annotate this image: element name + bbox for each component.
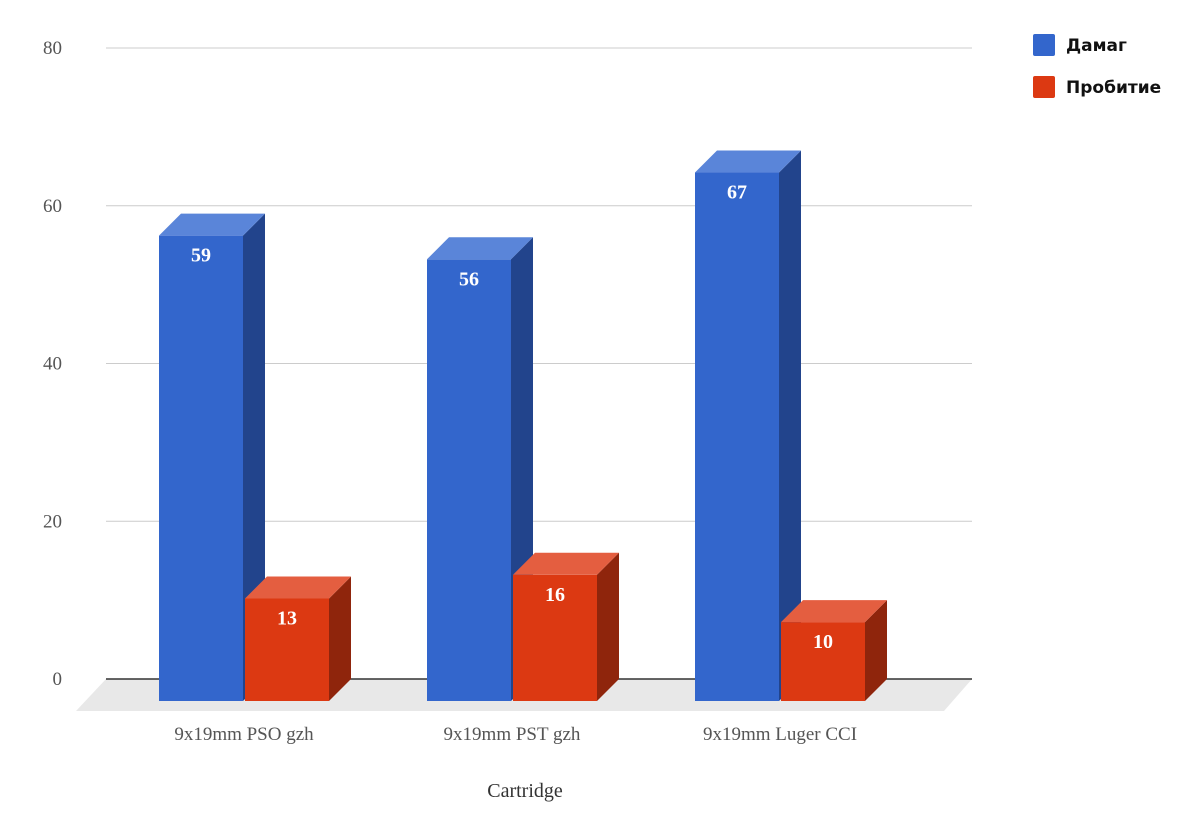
bar-side xyxy=(329,576,351,701)
bar-top xyxy=(427,237,533,260)
y-axis-tick-labels: 0 20 40 60 80 xyxy=(43,38,62,690)
y-tick-label: 40 xyxy=(43,354,62,375)
data-label: 13 xyxy=(277,607,297,629)
bar-front xyxy=(245,598,329,701)
bar-front xyxy=(781,622,865,701)
legend-label: Пробитие xyxy=(1066,78,1161,98)
bar-side xyxy=(597,552,619,701)
bar-front xyxy=(427,259,511,701)
data-label: 56 xyxy=(459,268,479,290)
bar-side xyxy=(779,150,801,702)
bar-front xyxy=(159,235,243,701)
data-label: 10 xyxy=(813,631,833,653)
legend-swatch xyxy=(1033,34,1055,56)
data-label: 67 xyxy=(727,182,747,204)
bar-side xyxy=(243,213,265,701)
bar-penetration: 16 xyxy=(513,552,619,701)
legend-swatch xyxy=(1033,76,1055,98)
bar-damage: 67 xyxy=(695,150,801,702)
x-tick-label: 9x19mm PSO gzh xyxy=(174,724,314,745)
bar-top xyxy=(159,213,265,236)
y-tick-label: 20 xyxy=(43,511,62,532)
legend-label: Дамаг xyxy=(1066,36,1127,56)
y-tick-label: 60 xyxy=(43,196,62,217)
x-axis-category-labels: 9x19mm PSO gzh 9x19mm PST gzh 9x19mm Luger… xyxy=(174,724,857,745)
bars: 59 13 56 16 67 10 xyxy=(159,150,887,702)
bar-penetration: 10 xyxy=(781,600,887,701)
bar-top xyxy=(513,552,619,575)
y-tick-label: 0 xyxy=(53,669,63,690)
bar-top xyxy=(245,576,351,599)
x-tick-label: 9x19mm PST gzh xyxy=(444,724,581,745)
data-label: 16 xyxy=(545,584,565,606)
y-tick-label: 80 xyxy=(43,38,62,59)
bar-top xyxy=(781,600,887,623)
x-axis-title: Cartridge xyxy=(487,780,563,802)
bar-penetration: 13 xyxy=(245,576,351,701)
legend-item: Дамаг xyxy=(1033,34,1127,56)
bar-front xyxy=(695,172,779,702)
bar-side xyxy=(865,600,887,701)
bar-damage: 59 xyxy=(159,213,265,701)
bar-front xyxy=(513,574,597,701)
legend: Дамаг Пробитие xyxy=(1033,34,1161,98)
data-label: 59 xyxy=(191,245,211,267)
x-tick-label: 9x19mm Luger CCI xyxy=(703,724,857,745)
bar-top xyxy=(695,150,801,173)
bar-damage: 56 xyxy=(427,237,533,702)
legend-item: Пробитие xyxy=(1033,76,1161,98)
